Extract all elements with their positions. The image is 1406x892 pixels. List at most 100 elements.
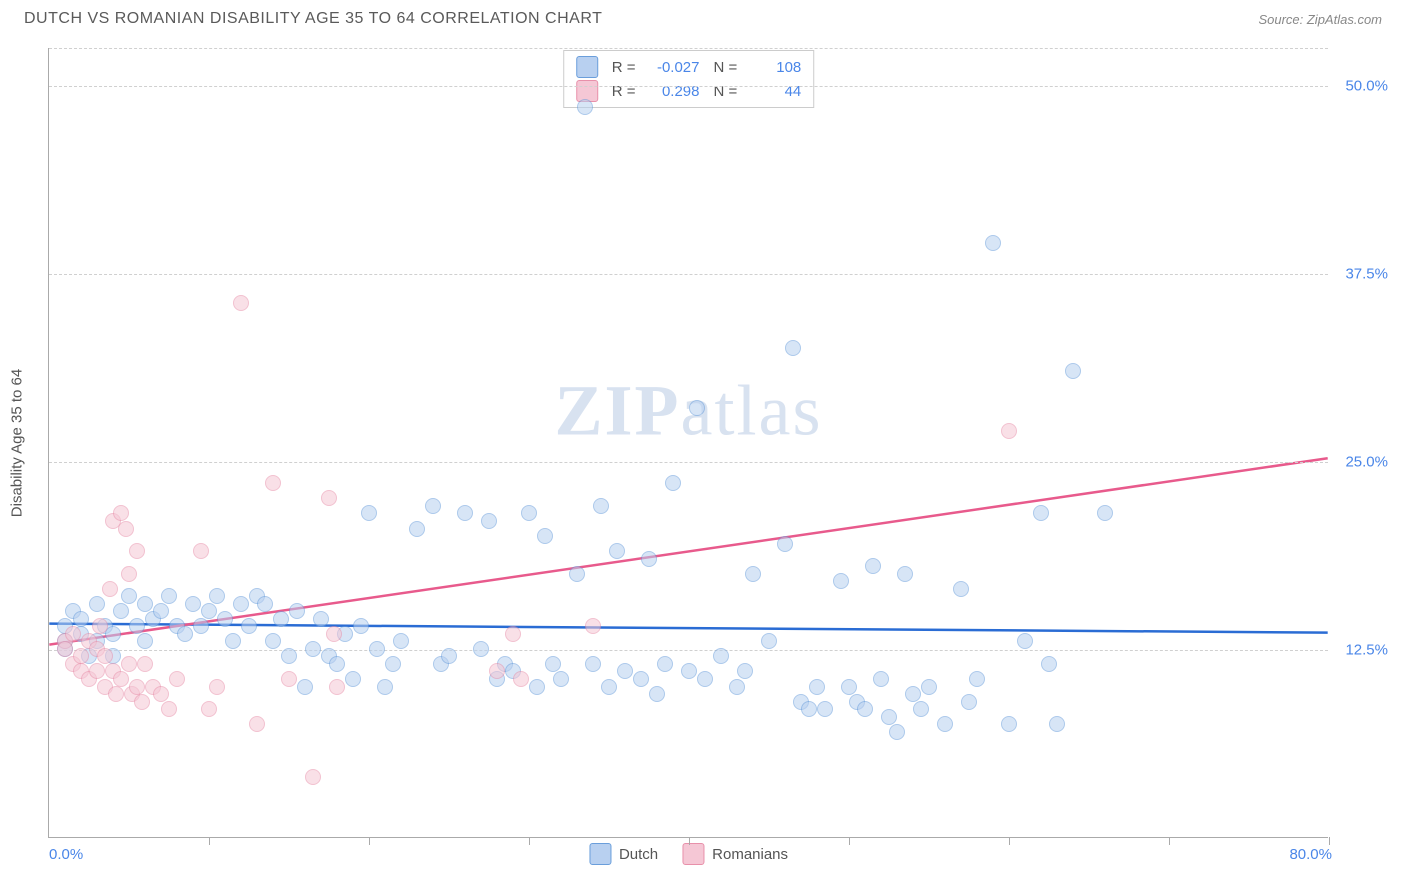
scatter-point bbox=[89, 663, 105, 679]
scatter-point bbox=[153, 686, 169, 702]
x-tick bbox=[1329, 837, 1330, 845]
scatter-point bbox=[1001, 716, 1017, 732]
scatter-point bbox=[92, 618, 108, 634]
scatter-point bbox=[489, 663, 505, 679]
scatter-point bbox=[641, 551, 657, 567]
scatter-point bbox=[134, 694, 150, 710]
scatter-point bbox=[905, 686, 921, 702]
correlation-legend: R =-0.027N =108R =0.298N =44 bbox=[563, 50, 815, 108]
scatter-point bbox=[289, 603, 305, 619]
scatter-point bbox=[425, 498, 441, 514]
x-tick bbox=[1169, 837, 1170, 845]
scatter-point bbox=[305, 641, 321, 657]
x-tick bbox=[529, 837, 530, 845]
scatter-point bbox=[249, 716, 265, 732]
gridline bbox=[49, 650, 1328, 651]
gridline bbox=[49, 48, 1328, 49]
scatter-point bbox=[985, 235, 1001, 251]
scatter-point bbox=[1001, 423, 1017, 439]
series-legend: DutchRomanians bbox=[589, 843, 788, 865]
legend-row: R =-0.027N =108 bbox=[564, 55, 814, 79]
scatter-point bbox=[108, 686, 124, 702]
scatter-point bbox=[913, 701, 929, 717]
scatter-point bbox=[153, 603, 169, 619]
scatter-point bbox=[841, 679, 857, 695]
scatter-point bbox=[193, 543, 209, 559]
scatter-point bbox=[1041, 656, 1057, 672]
scatter-point bbox=[1049, 716, 1065, 732]
scatter-point bbox=[569, 566, 585, 582]
x-tick bbox=[1009, 837, 1010, 845]
scatter-point bbox=[113, 671, 129, 687]
scatter-point bbox=[265, 475, 281, 491]
x-tick bbox=[849, 837, 850, 845]
scatter-point bbox=[233, 596, 249, 612]
legend-r-label: R = bbox=[612, 59, 636, 76]
scatter-point bbox=[225, 633, 241, 649]
scatter-point bbox=[505, 626, 521, 642]
scatter-point bbox=[881, 709, 897, 725]
scatter-point bbox=[481, 513, 497, 529]
legend-swatch bbox=[576, 56, 598, 78]
y-axis-title: Disability Age 35 to 64 bbox=[9, 368, 26, 516]
scatter-point bbox=[161, 701, 177, 717]
gridline bbox=[49, 86, 1328, 87]
scatter-point bbox=[129, 543, 145, 559]
scatter-point bbox=[529, 679, 545, 695]
scatter-point bbox=[777, 536, 793, 552]
scatter-point bbox=[521, 505, 537, 521]
scatter-point bbox=[537, 528, 553, 544]
scatter-point bbox=[761, 633, 777, 649]
x-tick bbox=[209, 837, 210, 845]
scatter-point bbox=[681, 663, 697, 679]
scatter-point bbox=[353, 618, 369, 634]
scatter-point bbox=[585, 656, 601, 672]
scatter-point bbox=[161, 588, 177, 604]
scatter-point bbox=[65, 626, 81, 642]
scatter-point bbox=[1033, 505, 1049, 521]
scatter-point bbox=[713, 648, 729, 664]
y-tick-label: 50.0% bbox=[1345, 77, 1388, 94]
chart-title: DUTCH VS ROMANIAN DISABILITY AGE 35 TO 6… bbox=[24, 10, 602, 28]
scatter-point bbox=[601, 679, 617, 695]
scatter-point bbox=[177, 626, 193, 642]
scatter-point bbox=[201, 603, 217, 619]
scatter-point bbox=[689, 400, 705, 416]
x-axis-min-label: 0.0% bbox=[49, 846, 83, 863]
legend-item: Romanians bbox=[682, 843, 788, 865]
scatter-point bbox=[113, 603, 129, 619]
scatter-point bbox=[1017, 633, 1033, 649]
gridline bbox=[49, 274, 1328, 275]
scatter-point bbox=[809, 679, 825, 695]
scatter-point bbox=[305, 769, 321, 785]
scatter-point bbox=[113, 505, 129, 521]
scatter-point bbox=[953, 581, 969, 597]
scatter-point bbox=[553, 671, 569, 687]
scatter-point bbox=[209, 588, 225, 604]
scatter-point bbox=[633, 671, 649, 687]
scatter-point bbox=[281, 648, 297, 664]
legend-n-label: N = bbox=[714, 59, 738, 76]
scatter-point bbox=[369, 641, 385, 657]
scatter-point bbox=[585, 618, 601, 634]
scatter-point bbox=[801, 701, 817, 717]
scatter-point bbox=[329, 679, 345, 695]
scatter-point bbox=[297, 679, 313, 695]
scatter-point bbox=[73, 611, 89, 627]
scatter-point bbox=[377, 679, 393, 695]
scatter-point bbox=[385, 656, 401, 672]
scatter-point bbox=[345, 671, 361, 687]
scatter-point bbox=[137, 633, 153, 649]
scatter-point bbox=[137, 596, 153, 612]
scatter-point bbox=[233, 295, 249, 311]
scatter-point bbox=[937, 716, 953, 732]
scatter-point bbox=[969, 671, 985, 687]
scatter-point bbox=[785, 340, 801, 356]
scatter-point bbox=[513, 671, 529, 687]
scatter-point bbox=[129, 679, 145, 695]
scatter-point bbox=[321, 490, 337, 506]
scatter-point bbox=[97, 648, 113, 664]
scatter-point bbox=[73, 648, 89, 664]
source-attribution: Source: ZipAtlas.com bbox=[1258, 12, 1382, 27]
scatter-point bbox=[921, 679, 937, 695]
